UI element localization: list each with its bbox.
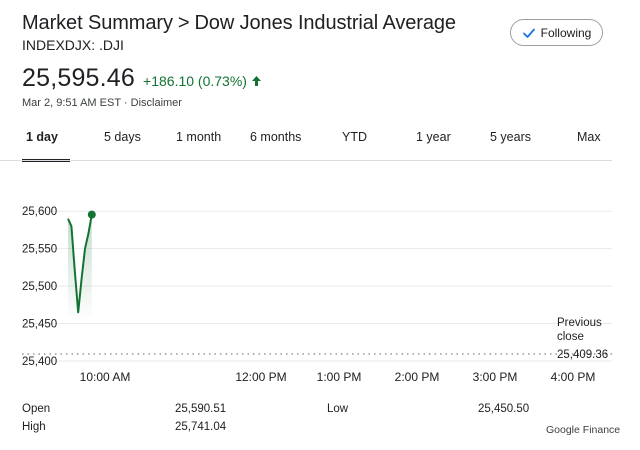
x-tick-label: 4:00 PM bbox=[551, 370, 596, 384]
stat-open-label: Open bbox=[22, 403, 51, 415]
price-change-value: +186.10 (0.73%) bbox=[143, 73, 247, 89]
x-tick-label: 3:00 PM bbox=[473, 370, 518, 384]
price-line bbox=[67, 214, 93, 314]
ticker-symbol: INDEXDJX: .DJI bbox=[22, 37, 124, 53]
previous-close-value: 25,409.36 bbox=[557, 349, 608, 361]
disclaimer-link[interactable]: Disclaimer bbox=[130, 97, 182, 109]
previous-close-label: Previous bbox=[557, 317, 602, 329]
tab-5-days[interactable]: 5 days bbox=[104, 130, 141, 144]
price-area bbox=[68, 214, 92, 321]
price-chart[interactable]: 25,600 25,550 25,500 25,450 25,400 Previous cl… bbox=[0, 180, 640, 390]
tab-5-years[interactable]: 5 years bbox=[490, 130, 531, 144]
stat-low-label: Low bbox=[327, 403, 349, 415]
tab-1-year[interactable]: 1 year bbox=[416, 130, 451, 144]
tab-6-months[interactable]: 6 months bbox=[250, 130, 302, 144]
price-change: +186.10 (0.73%) bbox=[143, 73, 262, 89]
tab-ytd[interactable]: YTD bbox=[342, 130, 367, 144]
attribution[interactable]: Google Finance bbox=[546, 424, 621, 436]
quote-row: 25,595.46 +186.10 (0.73%) bbox=[22, 64, 262, 93]
current-price: 25,595.46 bbox=[22, 64, 136, 92]
x-tick-label: 12:00 PM bbox=[235, 370, 286, 384]
stat-high-label: High bbox=[22, 421, 46, 433]
quote-meta: Mar 2, 9:51 AM EST · Disclaimer bbox=[22, 97, 182, 109]
tab-max[interactable]: Max bbox=[577, 130, 601, 144]
breadcrumb-separator: > bbox=[177, 12, 190, 34]
tabs-divider bbox=[0, 160, 612, 161]
arrow-up-icon bbox=[251, 76, 261, 86]
time-range-tabs: 1 day 5 days 1 month 6 months YTD 1 year… bbox=[22, 126, 612, 162]
index-name: Dow Jones Industrial Average bbox=[194, 12, 456, 34]
x-tick-label: 2:00 PM bbox=[395, 370, 440, 384]
x-tick-label: 10:00 AM bbox=[80, 370, 131, 384]
tab-1-month[interactable]: 1 month bbox=[176, 130, 222, 144]
header: Market Summary > Dow Jones Industrial Aver… bbox=[22, 12, 456, 53]
tab-1-day[interactable]: 1 day bbox=[26, 130, 58, 144]
page-title: Market Summary > Dow Jones Industrial Aver… bbox=[22, 12, 456, 35]
x-tick-label: 1:00 PM bbox=[317, 370, 362, 384]
y-tick-label: 25,450 bbox=[22, 319, 57, 331]
previous-close-label: close bbox=[557, 331, 584, 343]
stat-high-value: 25,741.04 bbox=[175, 421, 227, 433]
y-tick-label: 25,550 bbox=[22, 244, 57, 256]
y-tick-label: 25,500 bbox=[22, 281, 57, 293]
checkmark-icon bbox=[522, 28, 535, 38]
breadcrumb-root[interactable]: Market Summary bbox=[22, 12, 173, 34]
stat-open-value: 25,590.51 bbox=[175, 403, 227, 415]
y-tick-label: 25,400 bbox=[22, 356, 57, 368]
stat-low-value: 25,450.50 bbox=[478, 403, 530, 415]
following-label: Following bbox=[540, 25, 592, 40]
following-button[interactable]: Following bbox=[510, 19, 603, 46]
current-price-dot bbox=[87, 210, 96, 219]
y-tick-label: 25,600 bbox=[22, 206, 57, 218]
quote-timestamp: Mar 2, 9:51 AM EST bbox=[22, 97, 121, 109]
